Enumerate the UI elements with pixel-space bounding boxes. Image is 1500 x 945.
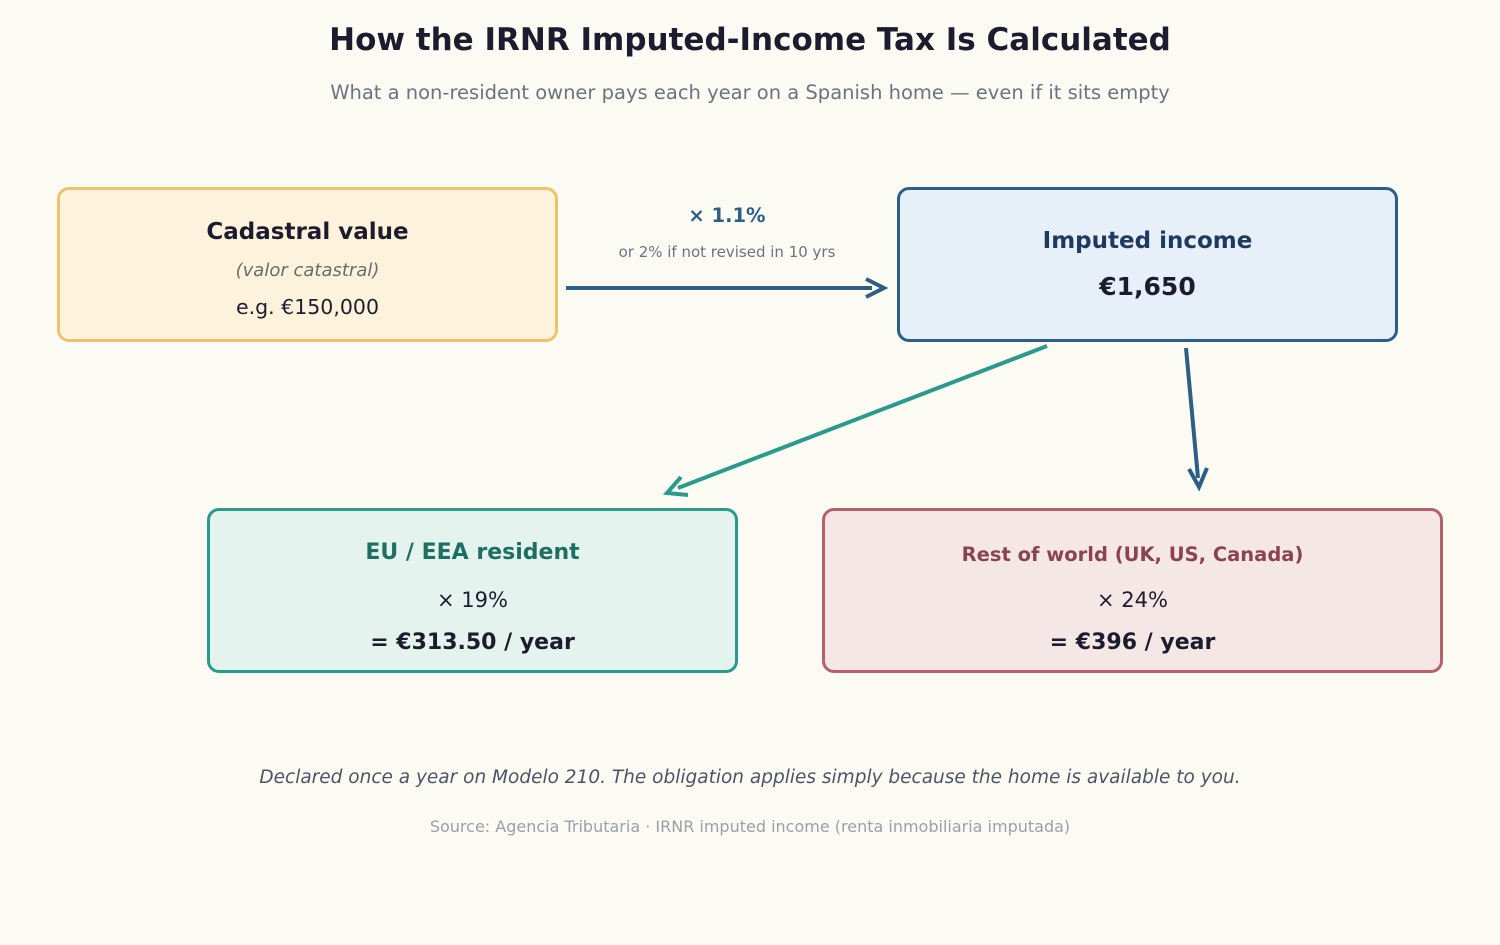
cadastral-example: e.g. €150,000: [236, 295, 379, 319]
page-subtitle: What a non-resident owner pays each year…: [330, 81, 1170, 104]
cadastral-subtitle: (valor catastral): [235, 260, 380, 281]
imputed-title: Imputed income: [1042, 228, 1253, 254]
rest-of-world-box: Rest of world (UK, US, Canada) × 24% = €…: [822, 508, 1443, 673]
arrowhead-imputed-to-rest: [1187, 467, 1209, 492]
arrowhead-cadastral-to-imputed: [865, 277, 889, 299]
arrow-imputed-to-rest: [1184, 347, 1200, 479]
arrowhead-imputed-to-eu: [662, 475, 689, 497]
cadastral-title: Cadastral value: [206, 219, 409, 245]
arrow-imputed-to-eu: [677, 344, 1048, 490]
eu-eea-box: EU / EEA resident × 19% = €313.50 / year: [207, 508, 738, 673]
source-note: Source: Agencia Tributaria · IRNR impute…: [429, 817, 1071, 836]
eu-result: = €313.50 / year: [370, 630, 575, 655]
eu-title: EU / EEA resident: [365, 540, 580, 565]
imputed-income-box: Imputed income €1,650: [897, 187, 1398, 342]
eu-rate: × 19%: [437, 588, 508, 612]
imputed-value: €1,650: [1099, 272, 1196, 301]
cadastral-value-box: Cadastral value (valor catastral) e.g. €…: [57, 187, 558, 342]
page-title: How the IRNR Imputed-Income Tax Is Calcu…: [329, 22, 1171, 58]
rate-label: × 1.1%: [688, 204, 766, 227]
rest-result: = €396 / year: [1049, 630, 1216, 655]
footnote: Declared once a year on Modelo 210. The …: [259, 767, 1241, 788]
rest-rate: × 24%: [1097, 588, 1168, 612]
rest-title: Rest of world (UK, US, Canada): [961, 543, 1304, 566]
rate-note: or 2% if not revised in 10 yrs: [618, 243, 836, 261]
